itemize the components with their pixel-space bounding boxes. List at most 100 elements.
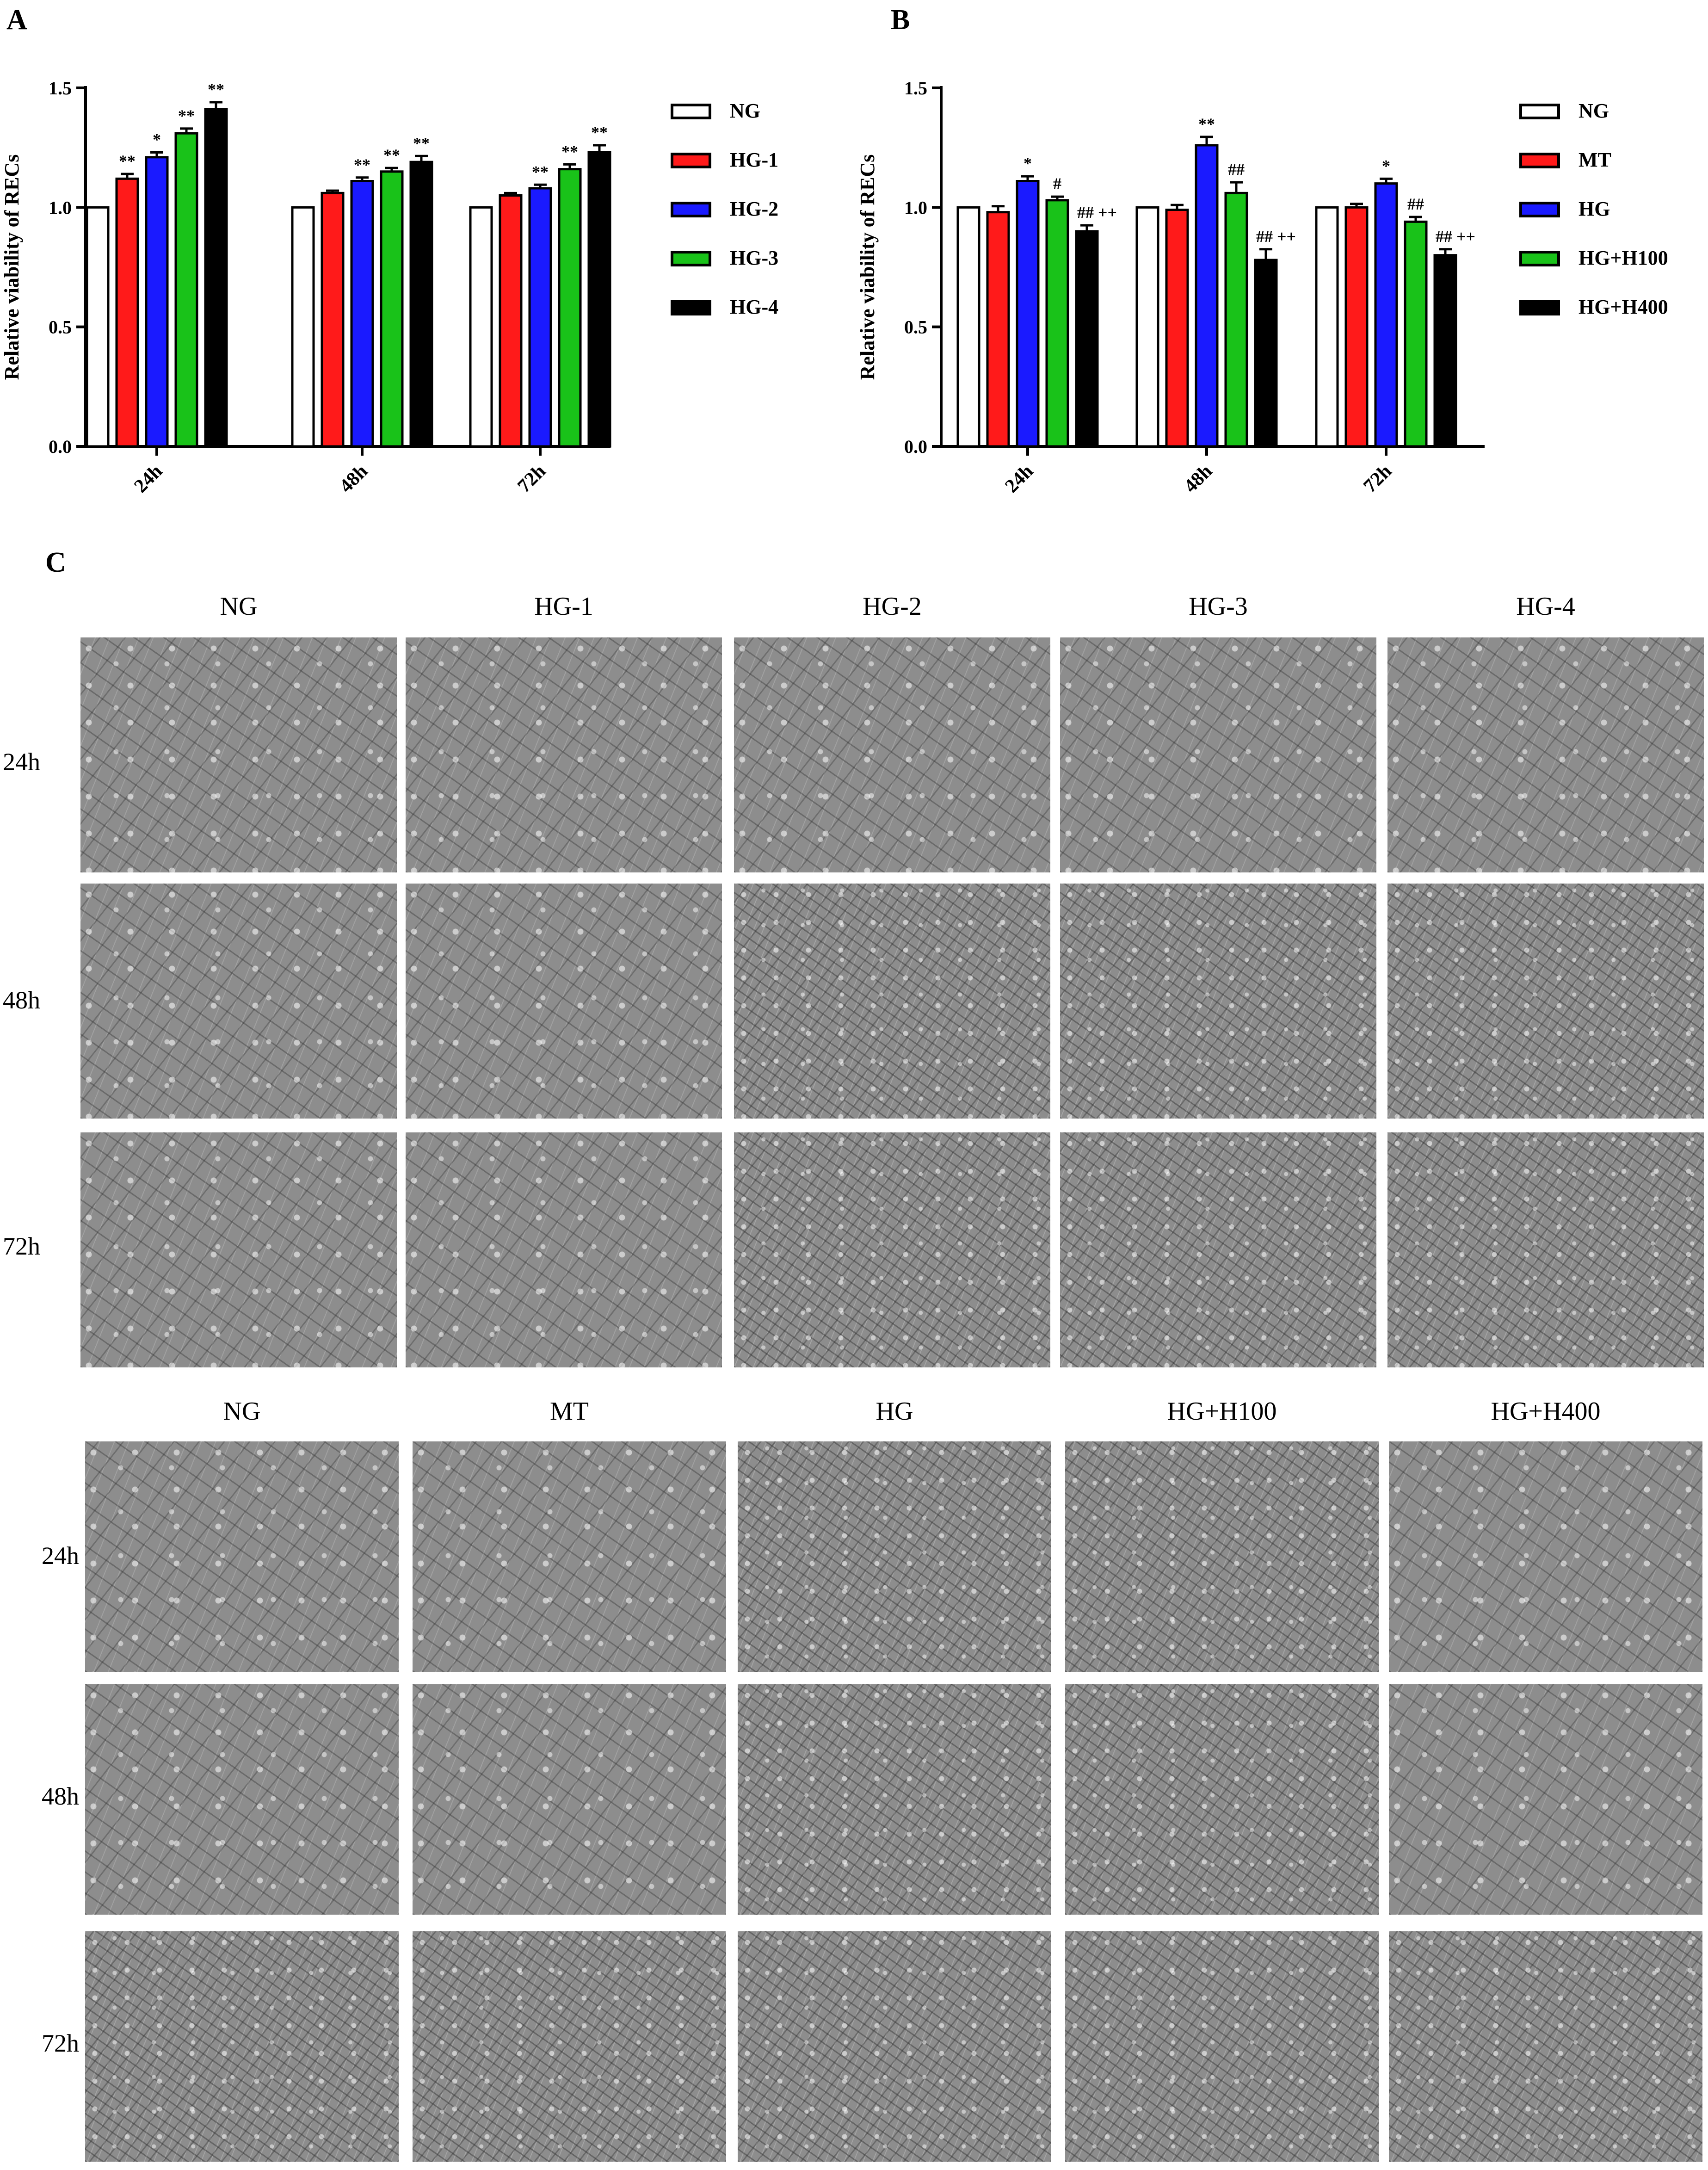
micrograph-image [738, 1684, 1051, 1915]
micrograph-image [1065, 1931, 1379, 2162]
micrograph-image [413, 1684, 726, 1915]
micrograph-image [1060, 884, 1376, 1119]
y-tick-label: 0.5 [49, 317, 72, 338]
legend-swatch [671, 300, 711, 315]
grid1-row-label: 72h [3, 1232, 40, 1260]
legend-swatch [671, 104, 711, 119]
legend-label: HG-1 [730, 148, 779, 171]
legend-label: HG-4 [730, 296, 779, 318]
micrograph-image [406, 637, 722, 872]
bar [1374, 182, 1398, 448]
micrograph-image [406, 884, 722, 1119]
y-axis-title: Relative viability of RECs [856, 155, 879, 380]
bar [1224, 192, 1248, 448]
micrograph-image [406, 1132, 722, 1367]
legend-label: HG+H100 [1579, 247, 1668, 269]
micrograph-image [85, 1441, 399, 1672]
significance-label: ## ++ [1256, 227, 1296, 246]
micrograph-image [1387, 1132, 1704, 1367]
micrograph-image [413, 1441, 726, 1672]
significance-label: # [1053, 174, 1061, 193]
significance-label: * [1024, 154, 1032, 173]
bar [956, 206, 980, 448]
bar [1433, 254, 1457, 448]
grid2-column-title: HG+H400 [1491, 1397, 1601, 1426]
micrograph-image [1389, 1684, 1702, 1915]
significance-label: ## [1228, 160, 1245, 179]
bar [321, 192, 345, 448]
legend-item: HG+H100 [1519, 244, 1708, 272]
y-tick-label: 1.5 [904, 78, 927, 99]
bar [528, 187, 552, 448]
x-tick-label: 24h [1001, 461, 1037, 497]
grid2-column-title: MT [550, 1397, 589, 1426]
bar [558, 168, 582, 448]
grid2-row-label: 48h [42, 1782, 79, 1810]
legend-swatch [671, 153, 711, 168]
significance-label: * [1382, 156, 1390, 175]
micrograph-image [738, 1441, 1051, 1672]
bar [380, 170, 404, 448]
bar [1165, 209, 1189, 448]
x-tick-label: 24h [130, 461, 166, 497]
significance-label: * [153, 130, 161, 149]
micrograph-image [1065, 1441, 1379, 1672]
micrograph-image [413, 1931, 726, 2162]
grid2-row-label: 24h [42, 1542, 79, 1570]
y-tick-label: 0.0 [49, 436, 72, 457]
grid1-column-title: HG-4 [1516, 592, 1575, 621]
micrograph-image [738, 1931, 1051, 2162]
micrograph-image [734, 884, 1050, 1119]
legend-item: HG-2 [671, 195, 883, 223]
chart-a-viability: Relative viability of RECs0.00.51.01.5**… [0, 78, 611, 497]
panel-label-a: A [6, 4, 27, 36]
bar [587, 151, 611, 448]
micrograph-image [1060, 637, 1376, 872]
bar [1045, 199, 1069, 448]
micrograph-image [734, 637, 1050, 872]
grid1-column-title: NG [220, 592, 258, 621]
significance-label: ## [1407, 195, 1424, 213]
legend-item: HG-4 [671, 293, 883, 321]
x-tick-label: 48h [1180, 461, 1216, 497]
grid2-column-title: NG [223, 1397, 261, 1426]
y-tick-label: 1.0 [49, 197, 72, 218]
micrograph-image [80, 637, 397, 872]
legend-swatch [1519, 300, 1560, 315]
micrograph-image [734, 1132, 1050, 1367]
y-axis-title: Relative viability of RECs [0, 155, 23, 380]
grid2-column-title: HG+H100 [1167, 1397, 1277, 1426]
grid1-column-title: HG-1 [534, 592, 593, 621]
legend-item: HG-1 [671, 146, 883, 174]
bar [1075, 230, 1099, 448]
legend-item: HG-3 [671, 244, 883, 272]
significance-label: ** [561, 142, 578, 161]
micrograph-image [1387, 637, 1704, 872]
bar [145, 156, 169, 448]
grid2-column-title: HG [876, 1397, 913, 1426]
micrograph-image [1060, 1132, 1376, 1367]
significance-label: ** [1198, 115, 1215, 133]
legend-swatch [671, 202, 711, 217]
legend-label: HG [1579, 198, 1610, 220]
legend-swatch [1519, 251, 1560, 266]
micrograph-image [85, 1684, 399, 1915]
legend-item: NG [671, 97, 883, 125]
micrograph-image [80, 884, 397, 1119]
grid1-column-title: HG-3 [1189, 592, 1248, 621]
bar [1315, 206, 1339, 448]
bar [1195, 144, 1219, 448]
significance-label: ** [383, 146, 400, 164]
bar [291, 206, 315, 448]
bar [1344, 206, 1369, 448]
legend-swatch [1519, 104, 1560, 119]
panel-label-c: C [45, 547, 66, 578]
grid1-row-label: 48h [3, 986, 40, 1014]
micrograph-image [1065, 1684, 1379, 1915]
micrograph-image [1387, 884, 1704, 1119]
legend-label: MT [1579, 148, 1611, 171]
micrograph-image [85, 1931, 399, 2162]
grid2-row-label: 72h [42, 2029, 79, 2057]
bar [469, 206, 493, 448]
significance-label: ** [208, 80, 224, 99]
